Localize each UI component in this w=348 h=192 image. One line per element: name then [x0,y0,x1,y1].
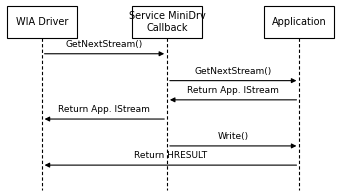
Text: WIA Driver: WIA Driver [16,17,68,27]
Text: Application: Application [272,17,327,27]
Text: Service MiniDrv
Callback: Service MiniDrv Callback [129,11,205,33]
FancyBboxPatch shape [132,6,202,38]
Text: Return App. IStream: Return App. IStream [58,105,150,114]
FancyBboxPatch shape [264,6,334,38]
Text: Return HRESULT: Return HRESULT [134,151,207,160]
FancyBboxPatch shape [7,6,77,38]
Text: Write(): Write() [218,132,249,141]
Text: Return App. IStream: Return App. IStream [187,86,279,95]
Text: GetNextStream(): GetNextStream() [66,40,143,49]
Text: GetNextStream(): GetNextStream() [195,67,272,76]
